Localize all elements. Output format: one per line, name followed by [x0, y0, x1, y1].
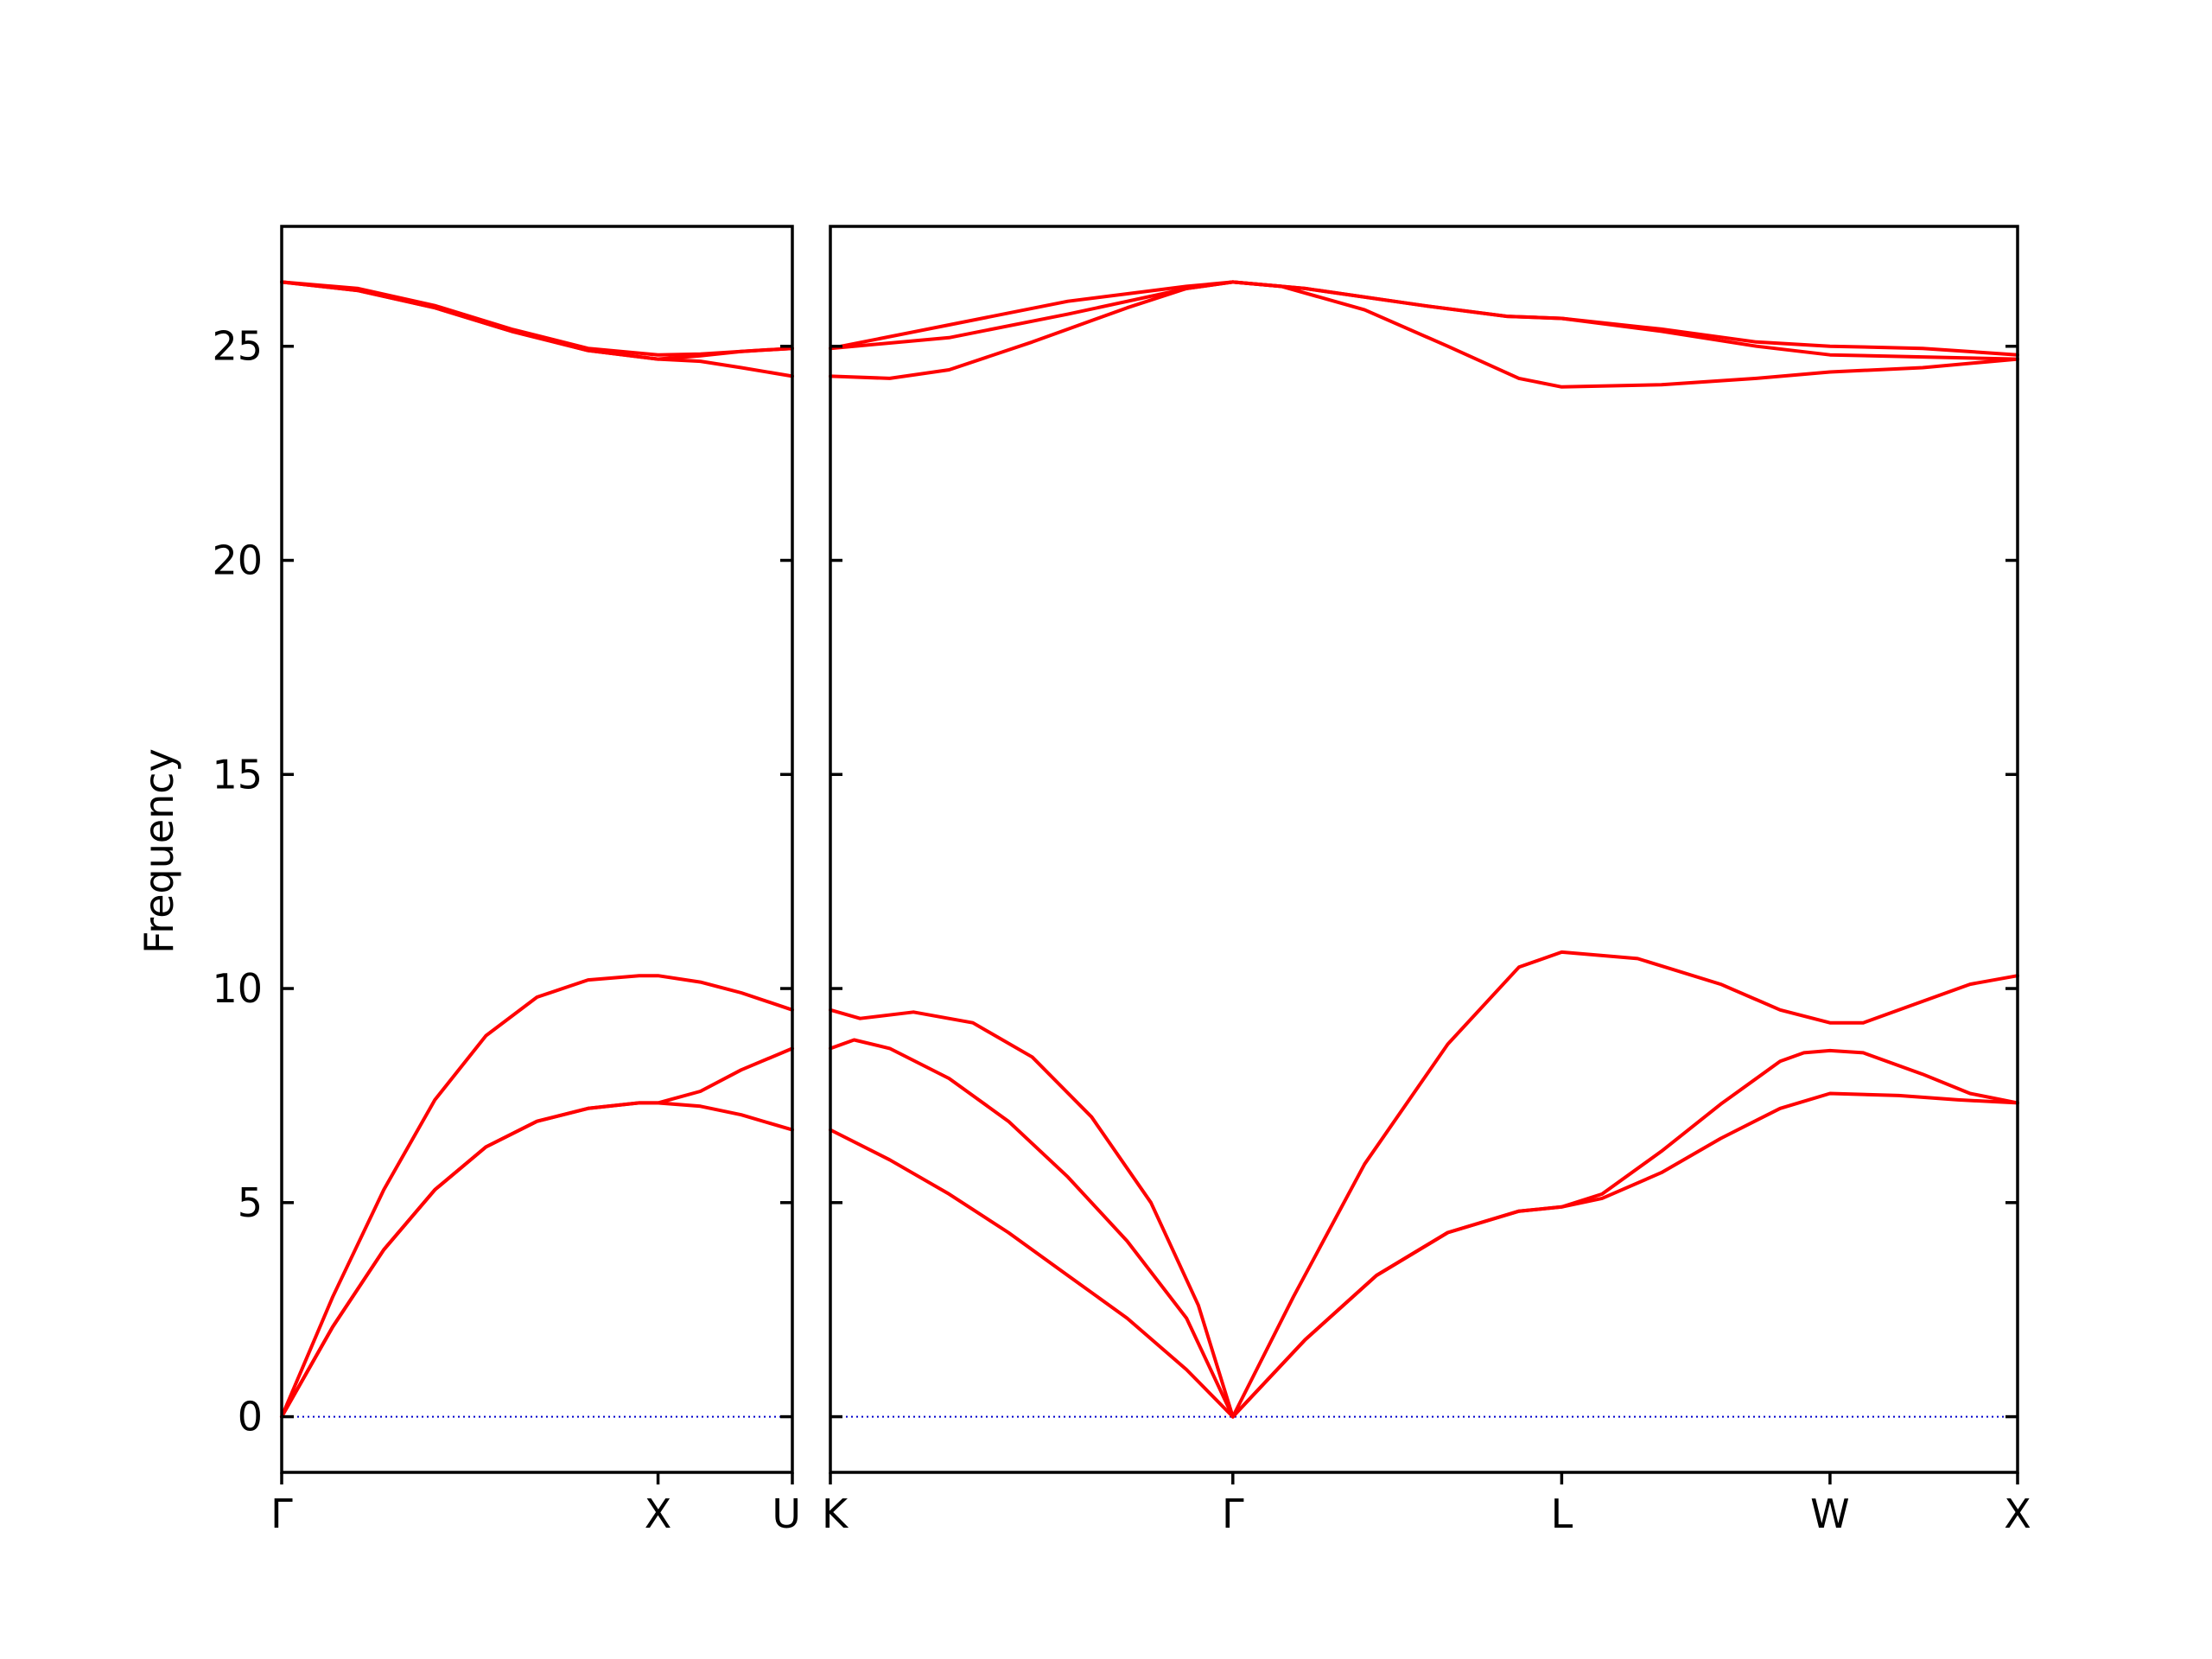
band-6 [1230, 1091, 2019, 1419]
y-tick-label: 10 [212, 965, 263, 1012]
x-tick-label: X [2004, 1491, 2031, 1537]
y-tick-label: 5 [238, 1179, 263, 1226]
band-2 [280, 1046, 794, 1419]
x-tick-label: Γ [270, 1491, 293, 1537]
band-1 [829, 1007, 1235, 1419]
x-tick-label: X [645, 1491, 672, 1537]
x-tick-label: L [1551, 1491, 1573, 1537]
band-1 [280, 974, 794, 1419]
y-tick-label: 15 [212, 751, 263, 798]
plot-frame [829, 225, 2019, 1474]
panels-layer: 0 5 10 15 20 25 Γ X U K Γ L W X [212, 225, 2031, 1537]
x-tick-label: W [1810, 1491, 1849, 1537]
band-8 [829, 280, 2019, 361]
band-5 [280, 280, 794, 378]
band-3 [280, 1101, 794, 1419]
band-3 [829, 1128, 1235, 1419]
band-2 [829, 1038, 1235, 1419]
y-axis-title: Frequency [136, 748, 182, 954]
y-tick-label: 25 [212, 323, 263, 370]
plot-frame [280, 225, 794, 1474]
band-5 [1230, 1048, 2019, 1419]
x-tick-label: U [772, 1491, 801, 1537]
panel-1: 0 5 10 15 20 25 Γ X U [212, 225, 801, 1537]
band-4 [1230, 950, 2019, 1419]
band-9 [829, 280, 2019, 389]
band-4 [280, 280, 794, 357]
band-6 [280, 280, 794, 361]
y-tick-label: 0 [238, 1394, 263, 1440]
x-tick-label: Γ [1222, 1491, 1244, 1537]
y-tick-label: 20 [212, 537, 263, 584]
x-tick-label: K [822, 1491, 849, 1537]
band-7 [829, 280, 2019, 357]
